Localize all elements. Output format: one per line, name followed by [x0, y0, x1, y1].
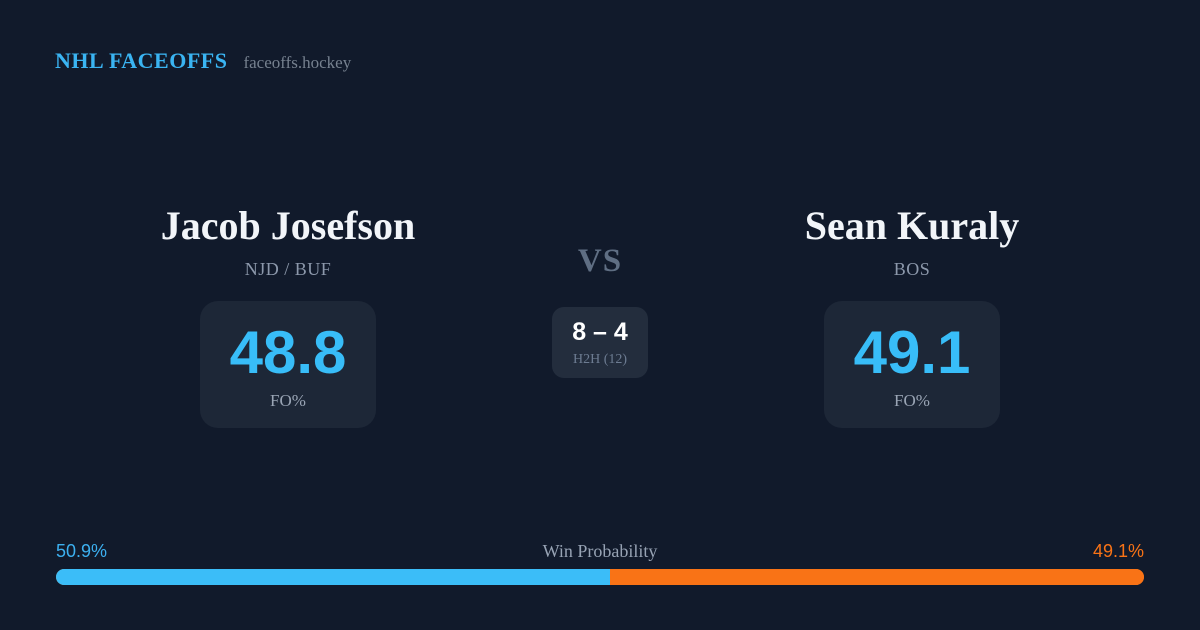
player-name-left: Jacob Josefson: [160, 203, 416, 248]
faceoff-pct-card-left: 48.8 FO%: [200, 301, 376, 428]
head-to-head-label: H2H (12): [572, 352, 628, 367]
win-probability-left-pct: 50.9%: [56, 541, 108, 561]
faceoff-pct-label-right: FO%: [894, 391, 930, 410]
win-probability-title: Win Probability: [542, 541, 658, 561]
faceoff-pct-value-left: 48.8: [229, 319, 347, 386]
header: NHL FACEOFFS faceoffs.hockey: [55, 48, 351, 74]
win-probability-bar-right-segment: [609, 569, 1144, 585]
faceoff-pct-card-right: 49.1 FO%: [824, 301, 1000, 428]
versus-column: VS 8 – 4 H2H (12): [520, 245, 680, 378]
brand-wordmark: NHL FACEOFFS: [55, 48, 228, 73]
player-name-right: Sean Kuraly: [804, 203, 1020, 248]
player-team-right: BOS: [893, 259, 931, 279]
head-to-head-score: 8 – 4: [572, 318, 628, 346]
player-team-left: NJD / BUF: [244, 259, 332, 279]
player-column-left: Jacob Josefson NJD / BUF 48.8 FO%: [108, 204, 468, 428]
win-probability-bar: [56, 569, 1144, 585]
site-url: faceoffs.hockey: [243, 53, 352, 72]
win-probability-bar-left-segment: [56, 569, 610, 585]
player-column-right: Sean Kuraly BOS 49.1 FO%: [732, 204, 1092, 428]
faceoff-pct-value-right: 49.1: [853, 319, 971, 386]
faceoff-pct-label-left: FO%: [270, 391, 306, 410]
head-to-head-card: 8 – 4 H2H (12): [552, 307, 648, 378]
win-probability-labels: 50.9% Win Probability 49.1%: [56, 541, 1144, 563]
win-probability-right-pct: 49.1%: [1092, 541, 1144, 561]
vs-label: VS: [577, 243, 623, 279]
